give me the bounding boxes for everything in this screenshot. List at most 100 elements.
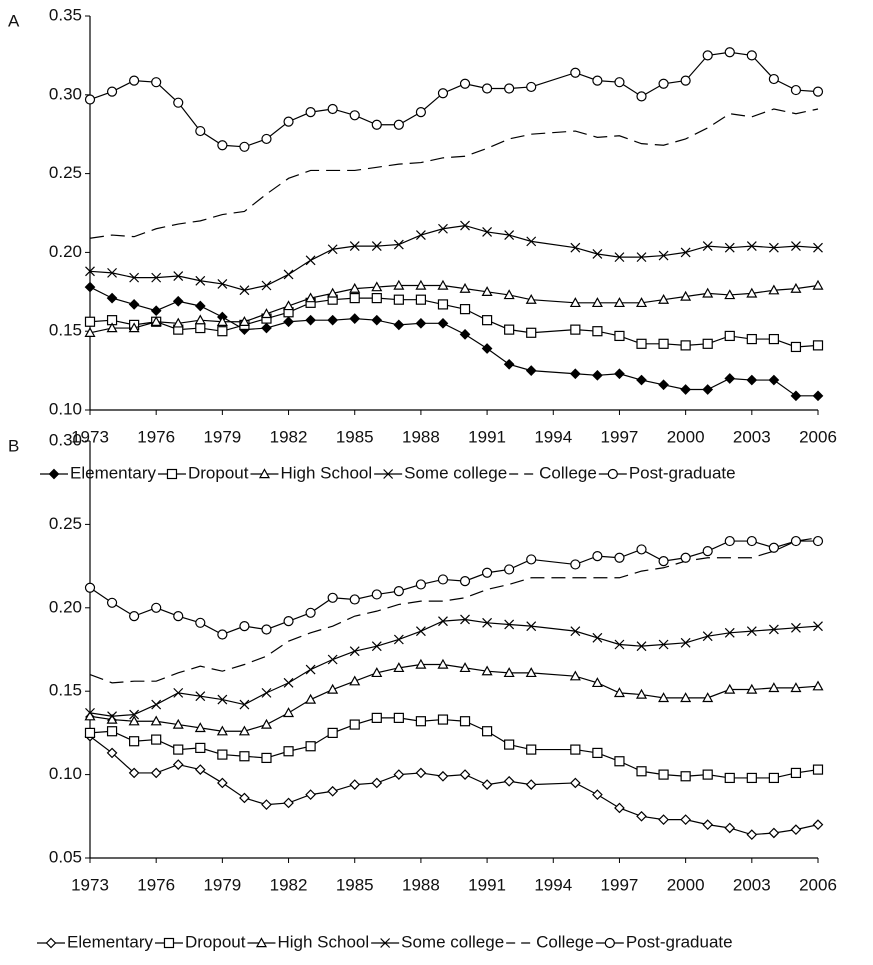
marker <box>459 576 471 587</box>
marker <box>415 658 427 669</box>
legend-label: College <box>539 463 597 482</box>
marker <box>569 777 581 789</box>
marker <box>790 767 802 779</box>
x-tick-label: 2006 <box>799 427 837 446</box>
marker <box>415 230 426 240</box>
marker <box>813 242 823 253</box>
marker <box>437 770 449 782</box>
legend-item: College <box>506 932 594 951</box>
marker <box>393 586 404 597</box>
marker <box>371 641 382 652</box>
marker <box>482 226 493 237</box>
marker <box>393 319 405 331</box>
marker <box>371 281 383 292</box>
marker <box>746 287 758 298</box>
marker <box>173 97 184 108</box>
x-tick-label: 1982 <box>270 875 308 894</box>
marker <box>636 338 647 349</box>
legend-item: High School <box>247 932 369 951</box>
marker <box>768 827 780 839</box>
marker <box>415 107 427 118</box>
marker <box>768 242 779 253</box>
marker <box>569 670 581 681</box>
marker <box>217 278 228 289</box>
marker <box>151 77 162 88</box>
marker <box>768 73 779 85</box>
marker <box>438 616 448 627</box>
marker <box>150 715 162 726</box>
marker <box>437 279 449 290</box>
marker <box>680 340 691 351</box>
marker <box>658 338 669 349</box>
marker <box>702 631 713 642</box>
marker <box>746 374 758 386</box>
marker <box>415 626 426 637</box>
marker <box>791 622 801 633</box>
marker <box>526 744 537 755</box>
marker <box>481 726 493 737</box>
marker <box>371 293 382 304</box>
marker <box>437 714 449 725</box>
marker <box>260 718 273 729</box>
marker <box>813 621 823 632</box>
marker <box>327 314 339 326</box>
y-tick-label: 0.25 <box>49 514 82 533</box>
marker <box>238 316 250 326</box>
marker <box>283 746 294 757</box>
marker <box>106 747 118 759</box>
marker <box>724 47 735 58</box>
marker <box>371 667 383 678</box>
x-tick-label: 1988 <box>402 875 440 894</box>
marker <box>305 255 316 266</box>
marker <box>415 294 427 305</box>
marker <box>84 94 96 105</box>
legend-item: Post-graduate <box>598 463 736 482</box>
marker <box>283 797 294 809</box>
marker <box>305 693 317 704</box>
marker <box>746 829 758 840</box>
marker <box>459 716 471 727</box>
marker <box>746 626 757 637</box>
marker <box>607 468 618 480</box>
marker <box>371 241 382 252</box>
marker <box>768 542 779 553</box>
marker <box>106 597 118 608</box>
y-tick-label: 0.10 <box>49 764 82 783</box>
marker <box>746 683 758 694</box>
marker <box>459 78 471 89</box>
marker <box>592 747 603 759</box>
marker <box>393 279 405 290</box>
marker <box>261 624 272 635</box>
legend-label: Some college <box>404 463 507 482</box>
marker <box>239 285 250 296</box>
marker <box>194 314 206 325</box>
marker <box>570 744 581 755</box>
marker <box>724 627 735 638</box>
marker <box>393 294 404 305</box>
marker <box>305 664 316 675</box>
marker <box>812 535 824 547</box>
marker <box>415 579 427 590</box>
marker <box>812 764 824 775</box>
marker <box>349 675 361 686</box>
marker <box>217 629 228 640</box>
marker <box>702 692 714 703</box>
marker <box>592 75 603 86</box>
marker <box>173 744 184 755</box>
marker <box>570 67 581 78</box>
marker <box>680 75 691 86</box>
marker <box>217 140 228 151</box>
marker <box>349 282 361 293</box>
marker <box>129 75 140 86</box>
y-tick-label: 0.30 <box>49 84 82 103</box>
marker <box>195 617 206 628</box>
marker <box>194 300 206 312</box>
marker <box>84 316 96 327</box>
marker <box>636 252 647 263</box>
marker <box>724 772 735 784</box>
marker <box>327 654 338 665</box>
x-tick-label: 2003 <box>733 427 771 446</box>
marker <box>790 682 802 693</box>
marker <box>85 266 95 277</box>
marker <box>283 300 295 311</box>
